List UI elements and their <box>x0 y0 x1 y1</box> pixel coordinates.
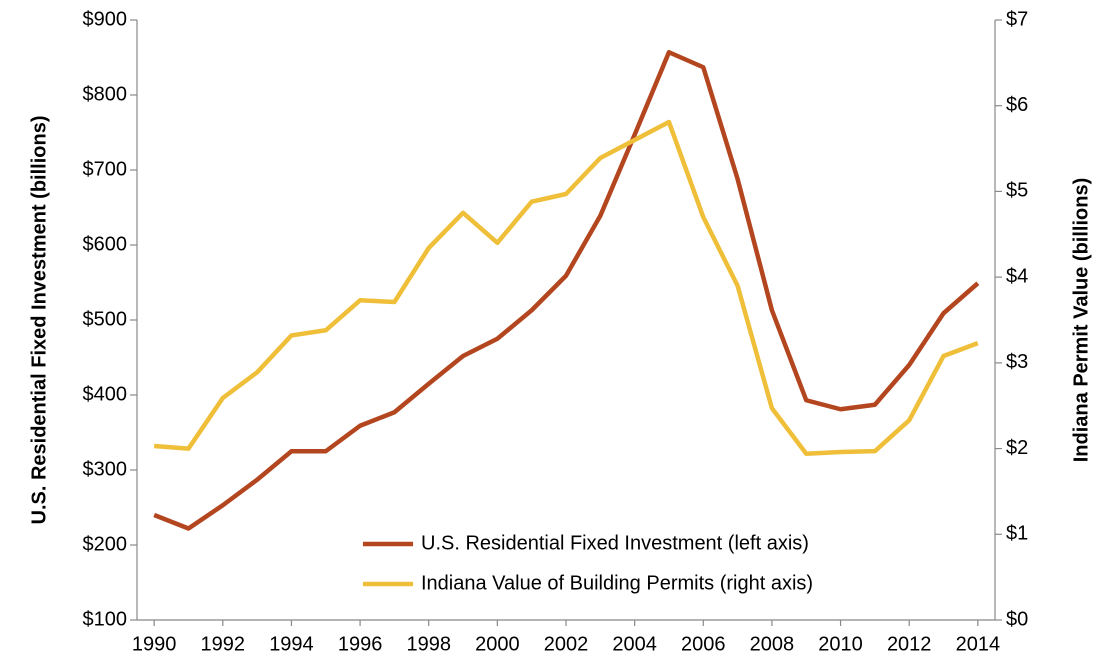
y-tick-label: $500 <box>83 308 128 330</box>
legend-label: Indiana Value of Building Permits (right… <box>421 572 813 594</box>
x-tick-label: 2002 <box>544 633 589 655</box>
x-tick-label: 1990 <box>132 633 177 655</box>
y2-tick-label: $7 <box>1006 8 1028 30</box>
y-axis-label: U.S. Residential Fixed Investment (billi… <box>28 116 50 525</box>
legend-label: U.S. Residential Fixed Investment (left … <box>421 532 809 554</box>
y-tick-label: $300 <box>83 458 128 480</box>
y-tick-label: $200 <box>83 533 128 555</box>
y2-tick-label: $3 <box>1006 351 1028 373</box>
y2-tick-label: $6 <box>1006 94 1028 116</box>
series-line <box>153 119 979 456</box>
x-tick-label: 1998 <box>406 633 451 655</box>
x-tick-label: 2008 <box>750 633 795 655</box>
y-tick-label: $900 <box>83 8 128 30</box>
y2-tick-label: $5 <box>1006 180 1028 202</box>
y-tick-label: $400 <box>83 383 128 405</box>
y-tick-label: $700 <box>83 158 128 180</box>
y2-tick-label: $4 <box>1006 265 1028 287</box>
x-tick-label: 1992 <box>201 633 246 655</box>
y2-tick-label: $0 <box>1006 608 1028 630</box>
y2-axis-label: Indiana Permit Value (billions) <box>1070 178 1092 463</box>
y-tick-label: $800 <box>83 83 128 105</box>
y2-tick-label: $1 <box>1006 523 1028 545</box>
y-tick-label: $600 <box>83 233 128 255</box>
x-tick-label: 2000 <box>475 633 520 655</box>
x-tick-label: 2010 <box>818 633 863 655</box>
y2-tick-label: $2 <box>1006 437 1028 459</box>
series-line <box>153 50 980 531</box>
x-tick-label: 1996 <box>338 633 383 655</box>
y-tick-label: $100 <box>83 608 128 630</box>
x-tick-label: 1994 <box>269 633 314 655</box>
x-tick-label: 2006 <box>681 633 726 655</box>
x-tick-label: 2012 <box>887 633 932 655</box>
x-tick-label: 2004 <box>612 633 657 655</box>
x-tick-label: 2014 <box>956 633 1001 655</box>
